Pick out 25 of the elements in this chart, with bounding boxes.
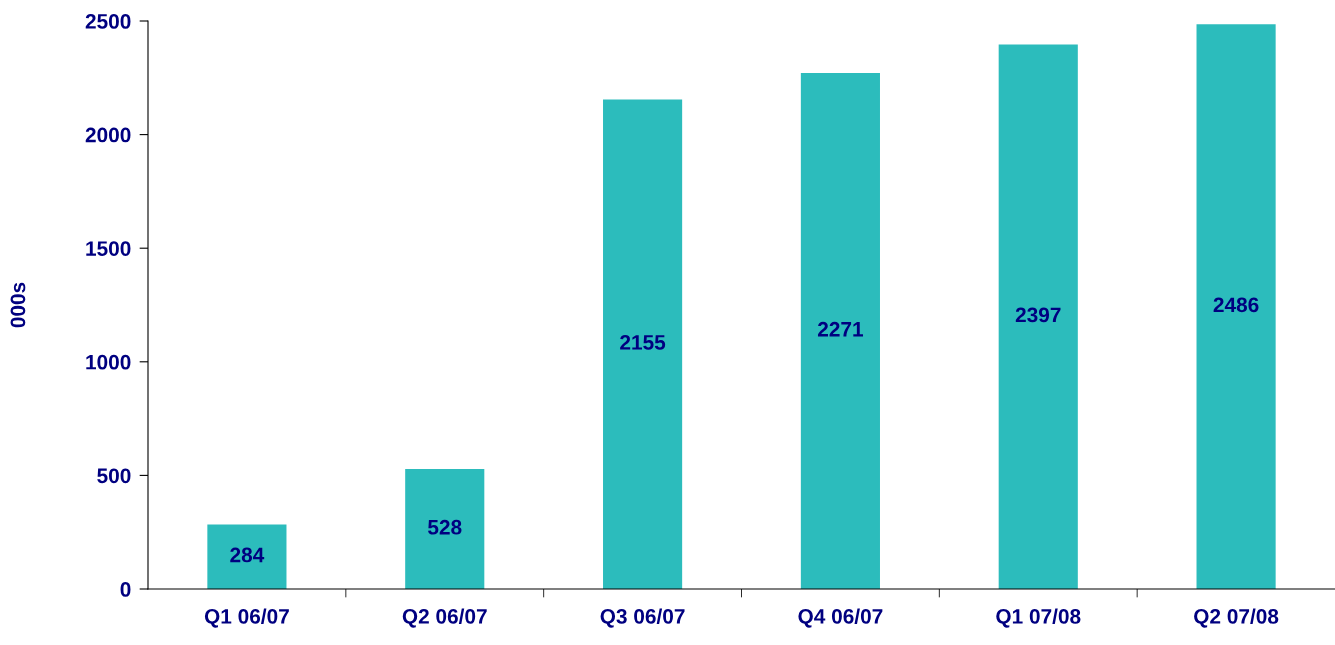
y-tick-label: 0 bbox=[120, 582, 131, 597]
data-label: 528 bbox=[428, 519, 462, 535]
y-tick-label: 2500 bbox=[85, 14, 131, 29]
data-label: 2397 bbox=[1015, 307, 1061, 323]
x-tick-label: Q1 06/07 bbox=[204, 608, 289, 628]
x-tick-label: Q2 06/07 bbox=[402, 608, 487, 628]
x-tick-label: Q4 06/07 bbox=[798, 608, 883, 628]
data-label: 2271 bbox=[817, 321, 864, 337]
y-axis-title: 000s bbox=[10, 282, 26, 328]
x-tick-label: Q1 07/08 bbox=[996, 608, 1081, 628]
bar bbox=[800, 73, 880, 589]
bar bbox=[998, 44, 1078, 589]
x-tick-label: Q3 06/07 bbox=[600, 608, 685, 628]
data-label: 284 bbox=[230, 547, 265, 563]
bar bbox=[405, 469, 485, 589]
y-tick-label: 500 bbox=[97, 468, 131, 484]
bar bbox=[1196, 24, 1276, 589]
bar bbox=[207, 524, 287, 589]
y-tick-label: 1500 bbox=[86, 241, 131, 256]
y-tick-label: 2000 bbox=[85, 127, 131, 143]
data-label: 2155 bbox=[620, 335, 666, 350]
x-tick-label: Q2 07/08 bbox=[1194, 608, 1279, 628]
y-tick-label: 1000 bbox=[86, 354, 131, 370]
bar bbox=[603, 99, 683, 589]
data-label: 2486 bbox=[1213, 297, 1259, 313]
